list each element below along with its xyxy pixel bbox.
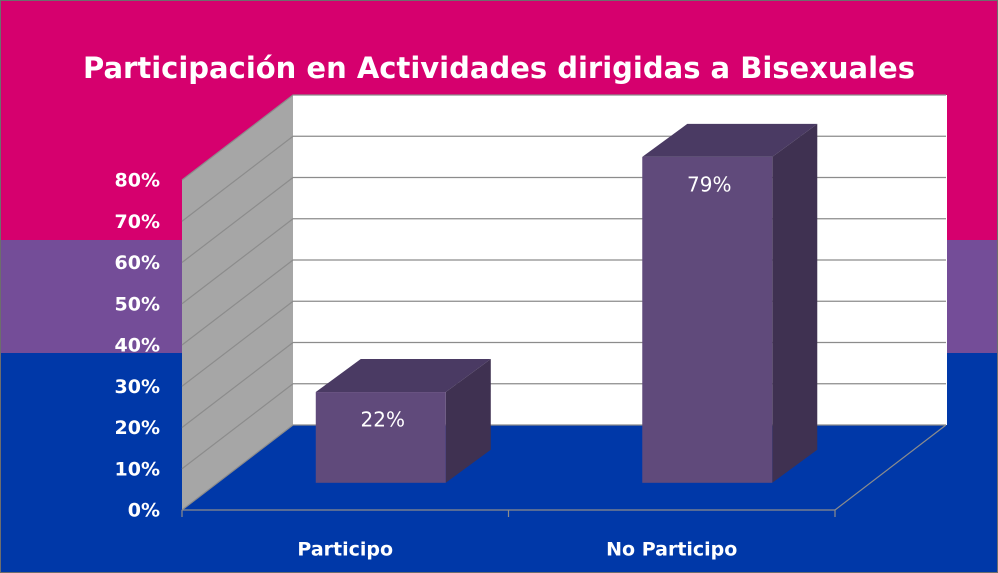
bar-side: [772, 123, 818, 483]
bar: [315, 392, 446, 483]
y-tick-label: 30%: [115, 376, 160, 398]
data-label: 79%: [687, 172, 731, 196]
floor-edge: [834, 424, 947, 511]
bar-top: [642, 123, 818, 157]
y-tick-label: 0%: [128, 500, 160, 522]
grid-line: [181, 94, 946, 181]
y-tick-label: 50%: [115, 293, 160, 315]
chart-title: Participación en Actividades dirigidas a…: [83, 51, 915, 85]
x-tick-label: No Participo: [606, 539, 737, 561]
y-tick-label: 20%: [115, 417, 160, 439]
bar-side: [445, 359, 491, 483]
y-tick-label: 40%: [115, 335, 160, 357]
x-tick-label: Participo: [297, 539, 393, 561]
data-label: 22%: [361, 408, 405, 432]
bar-top: [315, 359, 491, 393]
y-tick-label: 10%: [115, 458, 160, 480]
y-tick-label: 60%: [115, 252, 160, 274]
y-tick-label: 80%: [115, 170, 160, 192]
y-tick-label: 70%: [115, 211, 160, 233]
bar: [642, 156, 773, 483]
